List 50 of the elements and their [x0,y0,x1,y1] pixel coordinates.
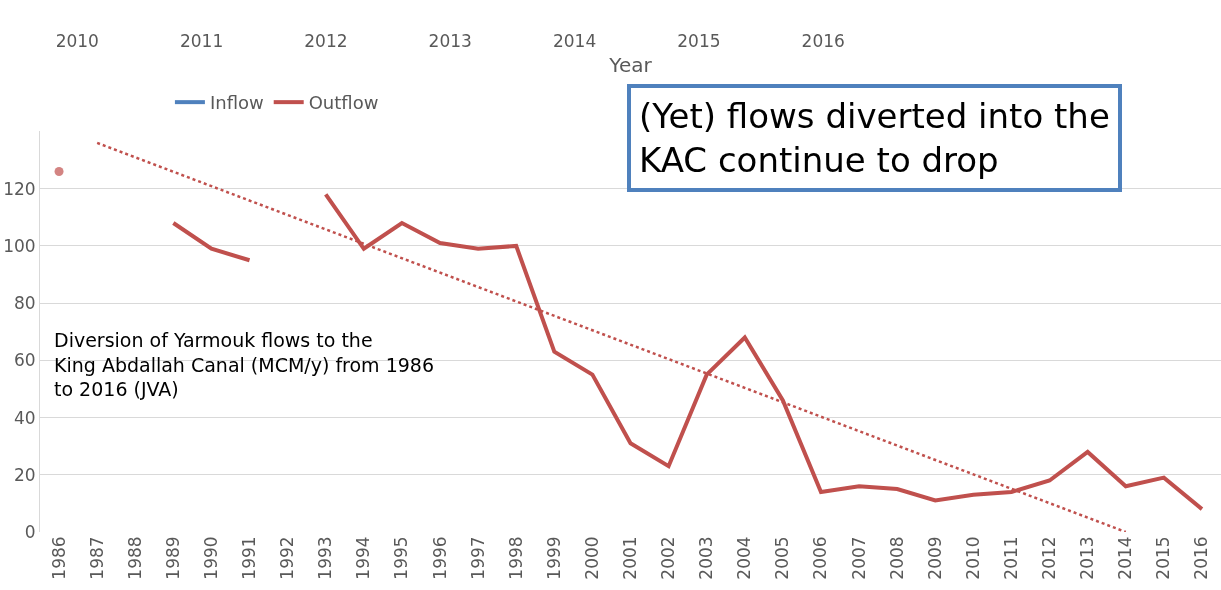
x-tick-label: 1991 [239,536,260,580]
x-tick-label: 2001 [620,536,641,580]
annotation: Diversion of Yarmouk flows to the King Abdallah Canal (MCM/y) from 1986 to 2016 (JVA) [54,329,435,401]
x2-axis-title: Year [608,53,653,78]
x-tick-label: 1992 [277,536,298,580]
y-tick-label: 80 [13,293,36,314]
y-tick-label: 100 [3,235,36,256]
x-tick-label: 1996 [429,536,450,580]
x-tick-label: 2005 [772,536,793,580]
x2-tick-label: 2011 [179,30,224,51]
x-tick-label: 1988 [124,536,145,580]
x-tick-label: 1993 [315,536,336,580]
x-tick-label: 2006 [810,536,831,580]
x-tick-label: 2013 [1077,536,1098,580]
x-tick-label: 2014 [1115,536,1136,580]
x-tick-label: 2002 [658,536,679,580]
x-tick-label: 2000 [581,536,602,580]
legend-label: Inflow [209,92,264,114]
x-tick-label: 2008 [886,536,907,580]
x2-tick-label: 2012 [304,30,348,51]
annotation: (Yet) flows diverted into the KAC continue to drop [639,96,1110,181]
x-tick-label: 1997 [467,536,488,580]
x-tick-label: 1986 [48,536,69,580]
x-tick-label: 1995 [391,536,412,580]
x-tick-label: 2016 [1191,536,1212,580]
x-tick-label: 1998 [505,536,526,580]
x-tick-label: 1999 [543,536,564,580]
x-tick-label: 2010 [962,536,983,580]
x2-tick-label: 2016 [801,30,845,51]
y-tick-label: 60 [13,350,36,371]
x-tick-label: 2004 [734,536,755,580]
legend-label: Outflow [308,92,379,114]
x-tick-label: 2015 [1153,536,1174,580]
x-tick-label: 2009 [924,536,945,580]
y-tick-label: 0 [24,521,36,542]
y-tick-label: 120 [3,178,36,199]
x-tick-label: 1994 [353,536,374,580]
x2-tick-label: 2013 [428,30,472,51]
x2-tick-label: 2010 [55,30,99,51]
x-tick-label: 2011 [1000,536,1021,580]
y-tick-label: 40 [13,407,36,428]
x2-tick-label: 2015 [677,30,721,51]
x-tick-label: 1989 [162,536,183,580]
x-tick-label: 1990 [200,536,221,580]
x-tick-label: 2012 [1039,536,1060,580]
x-tick-label: 2007 [848,536,869,580]
y-tick-label: 20 [13,464,36,485]
x-tick-label: 2003 [696,536,717,580]
x-tick-label: 1987 [86,536,107,580]
x2-tick-label: 2014 [552,30,597,51]
